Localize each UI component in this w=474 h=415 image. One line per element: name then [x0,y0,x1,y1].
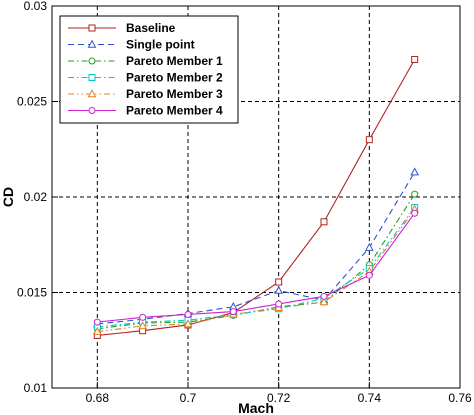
axis-ticks: 0.68 0.7 0.72 0.74 0.76 0.01 0.015 0.02 0.025 0.0… [17,0,472,405]
series-line [97,207,416,328]
x-tick-label: 0.7 [180,391,197,405]
data-point-marker [88,24,96,32]
data-point-marker [88,57,96,65]
data-point-marker [320,292,328,300]
legend-entry: Baseline [68,21,176,35]
x-tick-label: 0.74 [358,391,382,405]
data-point-marker [411,190,419,198]
series-line [97,171,416,325]
y-tick-label: 0.03 [24,0,48,13]
legend-entry: Pareto Member 1 [68,54,223,68]
legend-entry: Pareto Member 2 [68,71,223,85]
data-point-marker [138,321,148,330]
x-tick-label: 0.72 [267,391,291,405]
series-line [97,59,416,337]
legend-label: Single point [126,38,195,52]
data-point-marker [139,313,147,321]
legend-label: Baseline [126,21,176,35]
x-axis-title: Mach [238,400,274,415]
data-point-marker [320,218,328,226]
data-point-marker [87,39,97,48]
data-point-marker [411,209,419,217]
data-point-marker [183,319,193,328]
data-point-marker [275,278,283,286]
data-point-marker [184,310,192,318]
legend-entry: Pareto Member 3 [68,87,223,101]
data-point-marker [275,300,283,308]
legend: Baseline Single point Pareto Member 1 Paret… [59,15,239,124]
x-tick-label: 0.68 [86,391,110,405]
data-point-marker [229,308,237,316]
x-tick-label: 0.76 [448,391,472,405]
data-point-marker [365,271,373,279]
y-tick-label: 0.01 [24,381,48,395]
legend-label: Pareto Member 2 [126,71,223,85]
data-point-marker [365,136,373,144]
legend-label: Pareto Member 3 [126,87,223,101]
data-point-marker [92,326,102,335]
data-point-marker [274,285,284,294]
y-tick-label: 0.025 [17,95,47,109]
data-point-marker [319,297,329,306]
legend-label: Pareto Member 1 [126,54,223,68]
data-point-marker [88,74,96,81]
y-tick-label: 0.02 [24,190,48,204]
data-point-marker [93,318,101,326]
data-point-marker [87,89,97,98]
data-series [92,55,420,339]
legend-label: Pareto Member 4 [126,104,223,118]
y-axis-title: CD [0,187,16,207]
data-point-marker [411,55,419,63]
series-line [97,209,416,333]
series-5 [93,209,419,326]
legend-box [59,15,239,124]
data-point-marker [364,242,374,251]
series-line [97,212,416,323]
data-point-marker [88,107,96,114]
data-point-marker [410,167,420,176]
y-tick-label: 0.015 [17,286,47,300]
legend-entry: Pareto Member 4 [68,104,223,118]
legend-entry: Single point [68,38,195,52]
